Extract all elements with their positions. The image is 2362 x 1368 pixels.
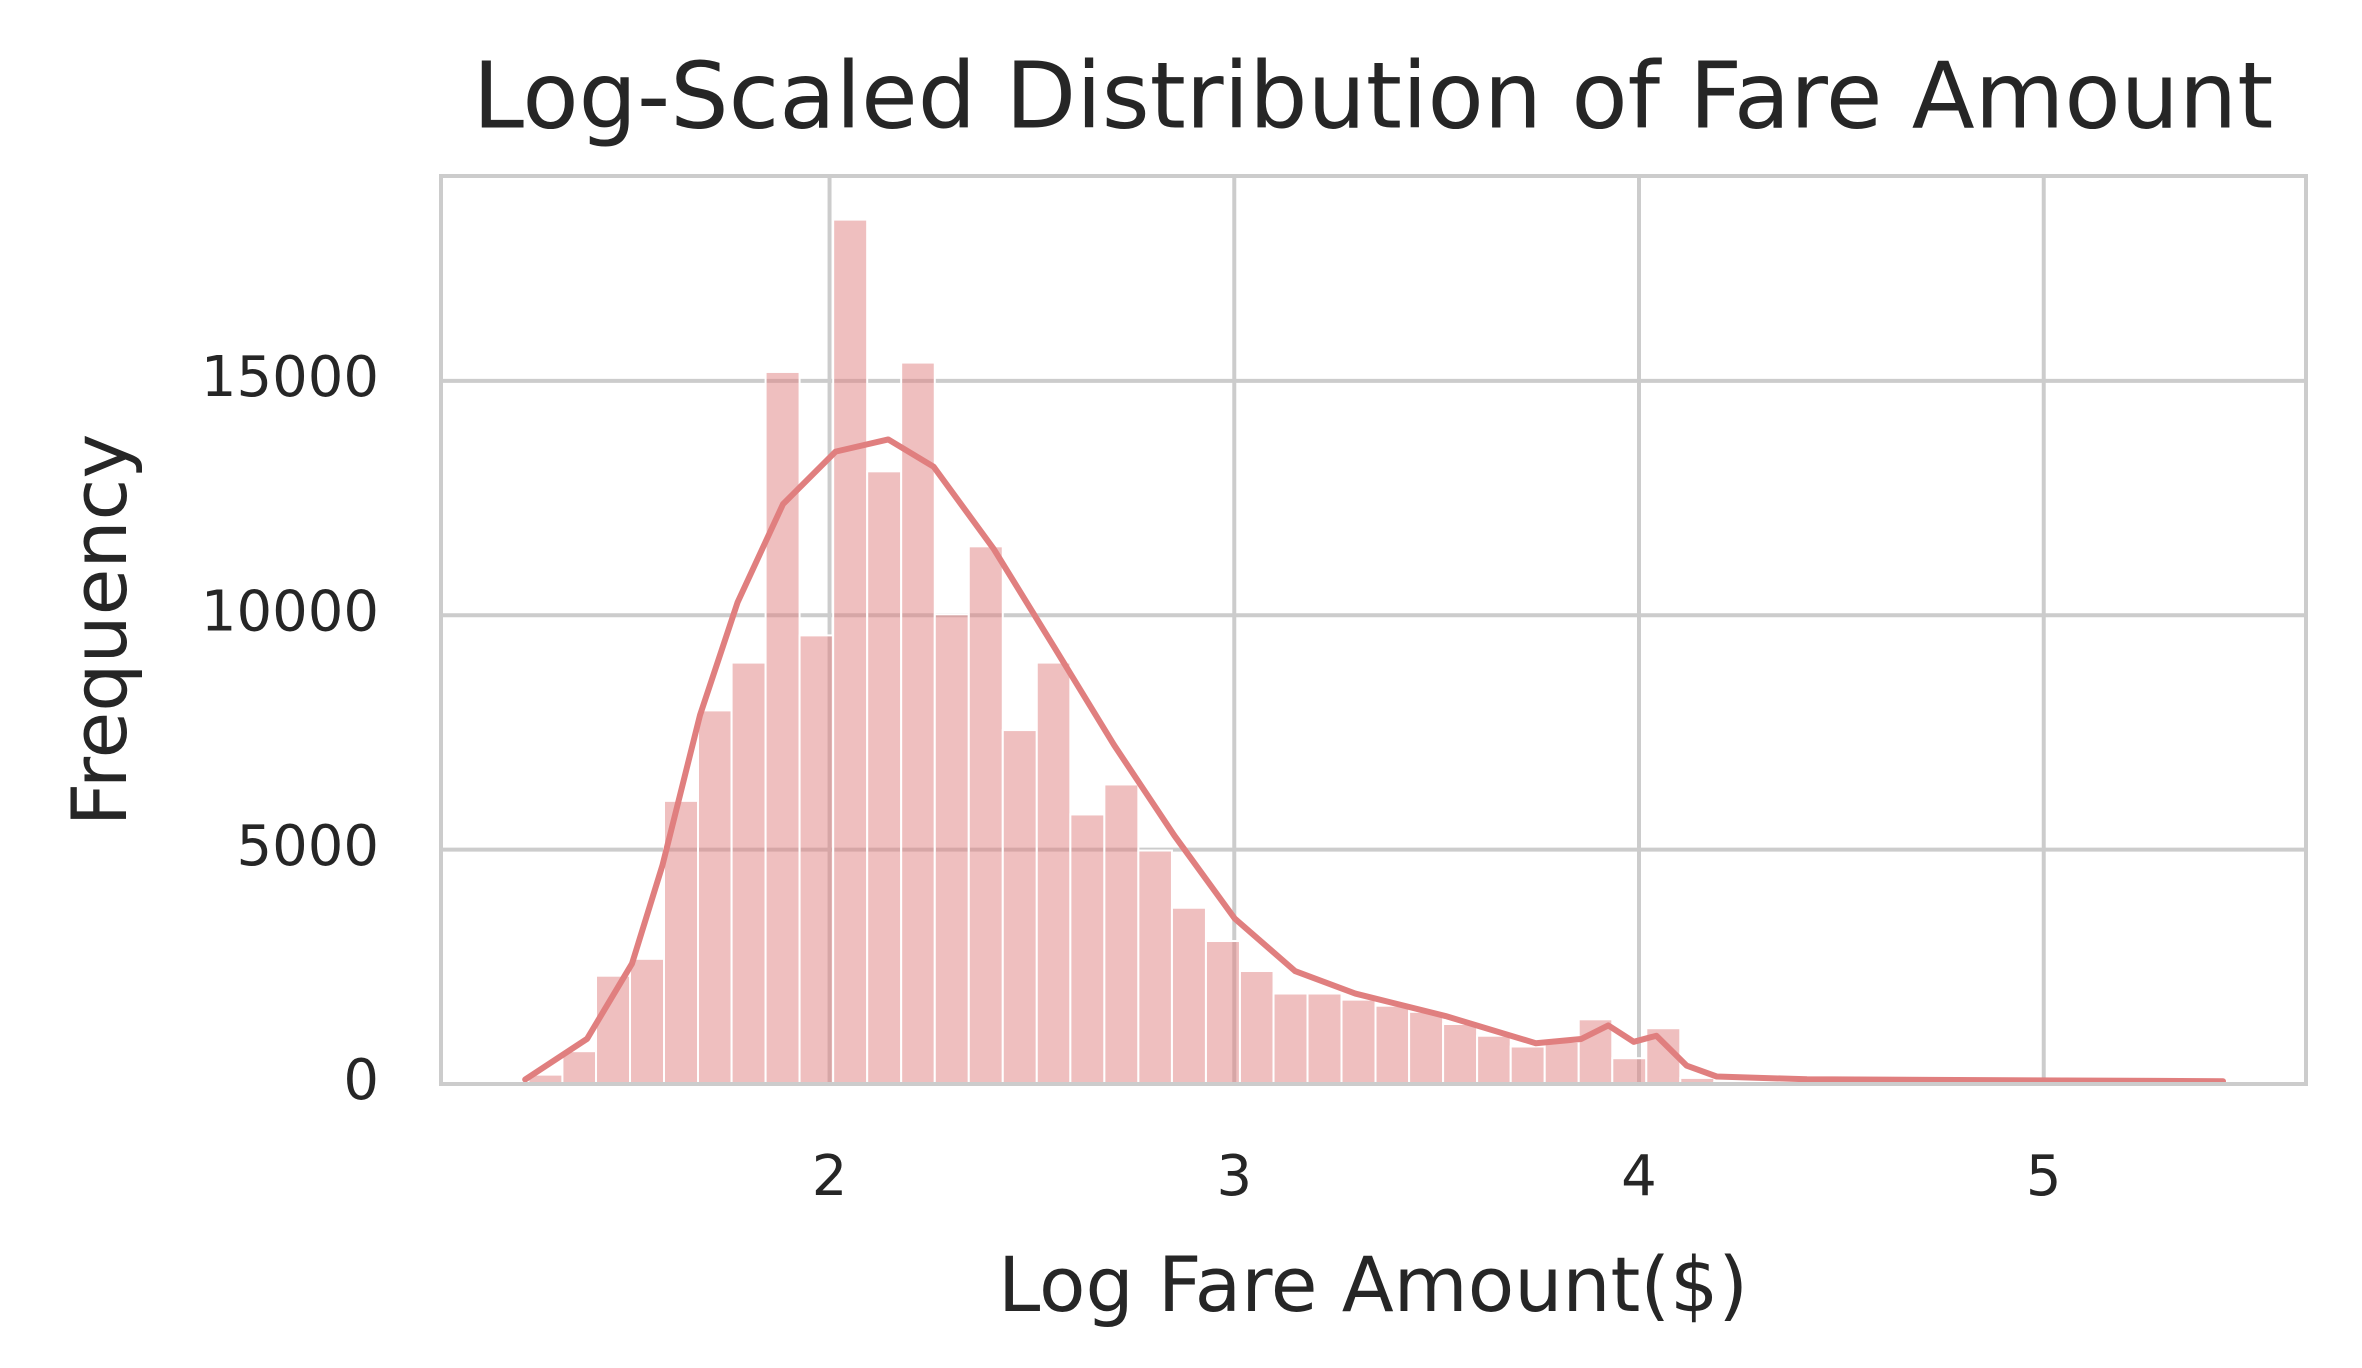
bar bbox=[764, 370, 801, 1086]
x-tick-label: 4 bbox=[1621, 1144, 1657, 1209]
kde-line bbox=[522, 436, 2227, 1085]
bar bbox=[1137, 849, 1173, 1085]
bar bbox=[967, 545, 1004, 1085]
bar bbox=[730, 661, 767, 1085]
bar bbox=[1069, 813, 1106, 1085]
bar bbox=[1509, 1045, 1546, 1085]
y-tick-label: 15000 bbox=[201, 345, 379, 410]
y-axis-label: Frequency bbox=[55, 434, 144, 827]
bar bbox=[1272, 992, 1309, 1085]
bar bbox=[697, 709, 733, 1085]
y-tick-label: 0 bbox=[343, 1048, 379, 1113]
bar bbox=[1543, 1040, 1580, 1085]
bar bbox=[629, 957, 666, 1085]
bar bbox=[1340, 998, 1377, 1085]
x-tick-label: 5 bbox=[2026, 1144, 2062, 1209]
x-tick-label: 3 bbox=[1216, 1144, 1252, 1209]
y-tick-label: 10000 bbox=[201, 579, 379, 644]
x-tick-label: 2 bbox=[812, 1144, 848, 1209]
bar bbox=[1374, 1004, 1411, 1086]
bar bbox=[561, 1050, 598, 1086]
bar bbox=[1170, 906, 1207, 1086]
bar bbox=[1611, 1057, 1648, 1086]
bar bbox=[1204, 940, 1241, 1085]
bar bbox=[1001, 729, 1038, 1085]
bar bbox=[866, 470, 903, 1085]
bar bbox=[1103, 783, 1140, 1085]
x-axis-label: Log Fare Amount($) bbox=[998, 1240, 1748, 1329]
bar bbox=[1408, 1010, 1445, 1085]
y-tick-label: 5000 bbox=[236, 814, 379, 879]
chart-title: Log-Scaled Distribution of Fare Amount bbox=[473, 42, 2274, 149]
bar bbox=[933, 613, 970, 1085]
bar bbox=[798, 634, 835, 1085]
bar bbox=[1306, 992, 1343, 1085]
bar bbox=[832, 218, 869, 1085]
bar bbox=[1238, 970, 1275, 1085]
bar bbox=[900, 361, 936, 1085]
plot-frame bbox=[439, 174, 2308, 1086]
bar bbox=[1442, 1022, 1479, 1085]
bar bbox=[1035, 661, 1072, 1085]
bar bbox=[1476, 1034, 1512, 1085]
